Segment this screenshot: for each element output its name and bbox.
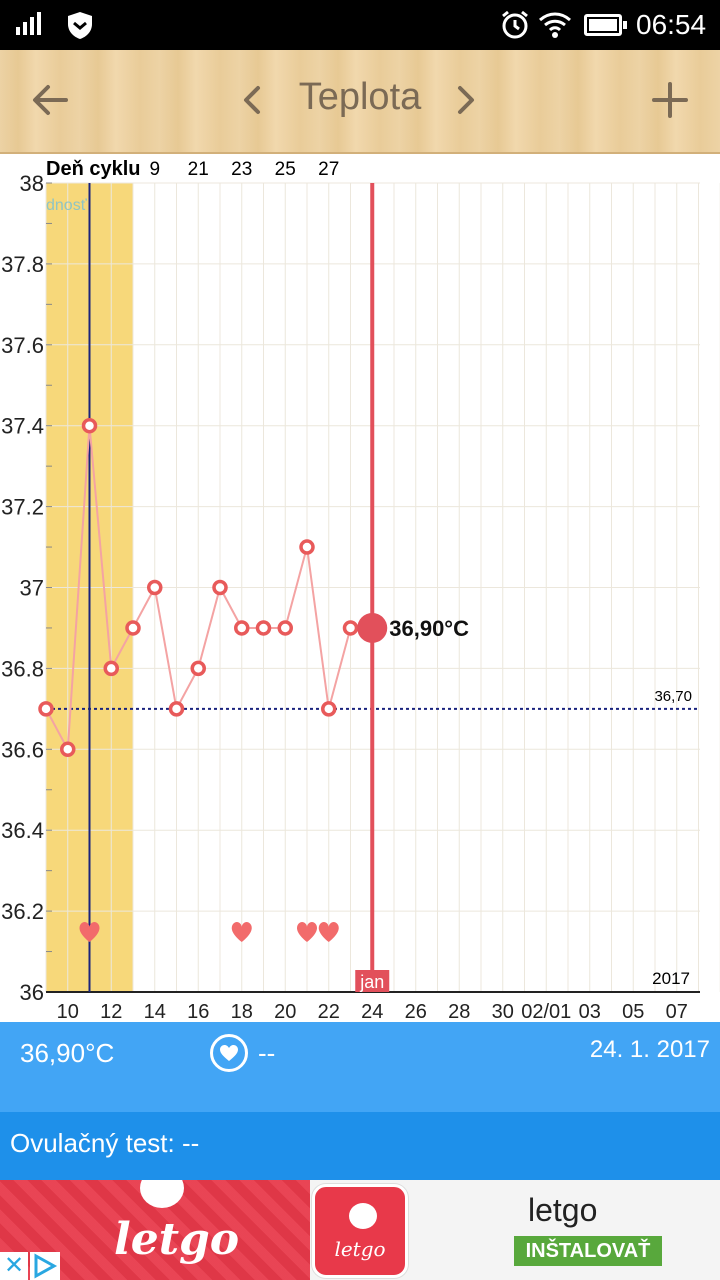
ad-logo-text: letgo <box>334 1237 386 1261</box>
y-tick-label: 38 <box>20 171 44 196</box>
y-tick-label: 37 <box>20 576 44 601</box>
x-tick-label: 28 <box>448 1001 470 1022</box>
temperature-point[interactable] <box>234 620 250 636</box>
location-pin-icon <box>349 1203 377 1229</box>
y-tick-label: 36.6 <box>1 737 44 762</box>
x-tick-label: 26 <box>405 1001 427 1022</box>
x-tick-label: 03 <box>579 1001 601 1022</box>
selected-temperature: 36,90°C <box>20 1038 115 1068</box>
temperature-point[interactable] <box>190 660 206 677</box>
close-icon[interactable]: ✕ <box>0 1252 28 1280</box>
baseline-label: 36,70 <box>654 688 692 705</box>
signal-icon <box>16 12 41 35</box>
install-button[interactable]: INŠTALOVAŤ <box>514 1236 662 1266</box>
cycle-day-tick: 25 <box>275 159 296 180</box>
plus-icon[interactable] <box>648 78 692 122</box>
temperature-point[interactable] <box>255 620 272 636</box>
ad-brand: letgo <box>114 1214 240 1265</box>
y-tick-label: 36.8 <box>1 656 44 681</box>
clock: 06:54 <box>636 9 707 40</box>
cycle-day-label: Deň cyklu <box>46 158 140 180</box>
y-tick-label: 36.2 <box>1 899 44 924</box>
app-bar: Teplota <box>0 50 720 154</box>
y-tick-label: 37.4 <box>1 414 44 439</box>
heart-icon[interactable] <box>318 922 339 942</box>
temperature-point[interactable] <box>277 620 293 636</box>
ad-app-logo[interactable]: letgo <box>312 1184 408 1278</box>
y-tick-label: 36 <box>20 980 44 1005</box>
month-badge <box>355 970 390 992</box>
x-tick-label: 22 <box>318 1001 340 1022</box>
info-bar: 36,90°C -- 24. 1. 2017 <box>0 1022 720 1112</box>
phase-label: dnosť <box>46 197 88 214</box>
temperature-point[interactable] <box>125 620 141 636</box>
battery-icon <box>584 14 627 36</box>
temperature-chart[interactable]: 38 37.8 37.6 37.4 37.2 37 36.8 36.6 36.4 36.2 36 10… <box>0 154 720 1022</box>
ovulation-test-row[interactable]: Ovulačný test: -- <box>0 1112 720 1180</box>
temperature-point[interactable] <box>38 701 54 717</box>
ad-banner[interactable]: letgo letgo letgo INŠTALOVAŤ ✕ <box>0 1180 720 1280</box>
x-tick-label: 07 <box>666 1001 688 1022</box>
x-tick-label: 20 <box>274 1001 296 1022</box>
temperature-point[interactable] <box>321 701 337 717</box>
shield-icon <box>68 12 92 39</box>
x-tick-label: 30 <box>492 1001 514 1022</box>
x-tick-label: 14 <box>144 1001 166 1022</box>
heart-icon[interactable] <box>231 922 252 942</box>
y-tick-label: 37.2 <box>1 495 44 520</box>
y-tick-label: 37.6 <box>1 333 44 358</box>
y-tick-label: 37.8 <box>1 252 44 277</box>
cycle-day-tick: 27 <box>318 159 339 180</box>
temperature-point[interactable] <box>299 539 315 555</box>
page-title: Teplota <box>298 76 422 118</box>
ovulation-test-label: Ovulačný test: -- <box>10 1128 200 1158</box>
arrow-left-icon[interactable] <box>30 80 70 120</box>
temperature-point[interactable] <box>103 660 119 677</box>
x-tick-label: 12 <box>100 1001 122 1022</box>
temperature-line <box>45 425 373 753</box>
temperature-point[interactable] <box>147 579 163 596</box>
chart-canvas[interactable]: 38 37.8 37.6 37.4 37.2 37 36.8 36.6 36.4 36.2 36 10… <box>0 154 720 1022</box>
intercourse-button[interactable] <box>210 1034 248 1072</box>
chevron-left-icon[interactable] <box>238 80 266 120</box>
x-tick-label: 24 <box>361 1001 383 1022</box>
ad-choices-icon[interactable] <box>30 1252 60 1280</box>
selected-point[interactable] <box>357 612 388 643</box>
wifi-icon <box>539 12 571 38</box>
selected-value-label: 36,90°C <box>389 616 469 641</box>
x-tick-label: 16 <box>187 1001 209 1022</box>
location-pin-icon <box>140 1180 184 1208</box>
temperature-point[interactable] <box>212 579 228 596</box>
temperature-point[interactable] <box>168 701 185 717</box>
cycle-day-tick: 9 <box>149 159 160 180</box>
x-tick-label: 05 <box>622 1001 644 1022</box>
x-tick-label: 02/01 <box>521 1001 571 1022</box>
intercourse-value: -- <box>258 1038 276 1068</box>
status-bar: 06:54 <box>0 0 720 50</box>
selected-date: 24. 1. 2017 <box>589 1036 710 1063</box>
ad-app-name: letgo <box>528 1192 598 1228</box>
chevron-right-icon[interactable] <box>452 80 480 120</box>
heart-icon[interactable] <box>79 922 100 942</box>
y-tick-label: 36.4 <box>1 818 44 843</box>
year-label: 2017 <box>652 969 690 988</box>
temperature-point[interactable] <box>342 620 359 636</box>
month-label: jan <box>359 972 384 992</box>
heart-icon <box>220 1045 238 1061</box>
x-tick-label: 18 <box>231 1001 253 1022</box>
x-tick-label: 10 <box>57 1001 79 1022</box>
heart-icon[interactable] <box>297 922 317 942</box>
temperature-point[interactable] <box>81 417 98 434</box>
cycle-day-tick: 23 <box>231 159 252 180</box>
alarm-icon <box>502 10 528 39</box>
temperature-point[interactable] <box>60 741 76 758</box>
cycle-day-tick: 21 <box>188 159 209 180</box>
